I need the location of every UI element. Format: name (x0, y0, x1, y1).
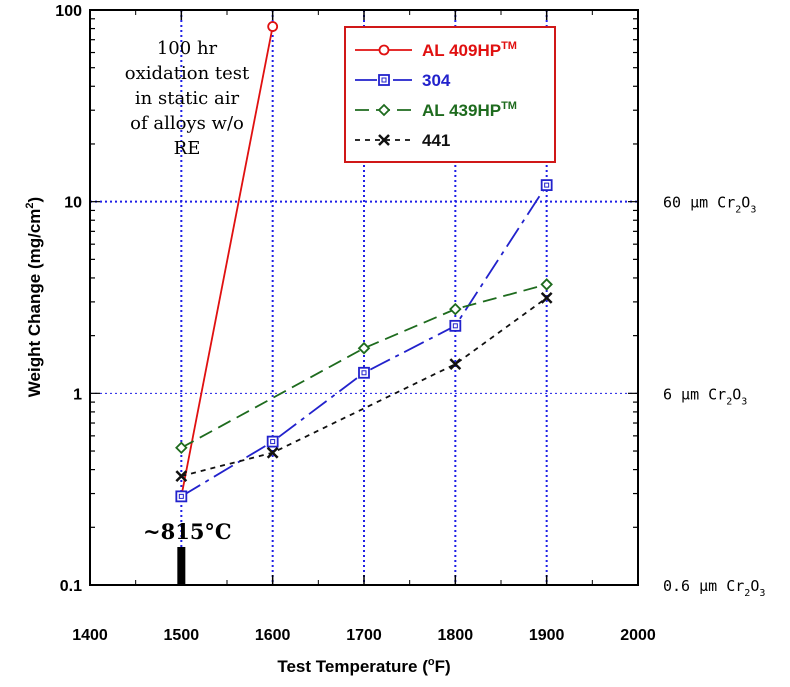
x-axis-title: Test Temperature (oF) (277, 656, 450, 676)
y-tick-labels: 0.1 1 10 100 (55, 3, 82, 595)
series-2-point-3 (540, 278, 553, 291)
y-tick-label-100: 100 (55, 3, 82, 20)
x-tick-label-1700: 1700 (346, 627, 382, 644)
series-0-point-1 (267, 21, 279, 32)
series-1-point-0 (175, 490, 188, 503)
right-label-2: 0.6 µm Cr2O3 (663, 577, 765, 599)
series-3 (175, 291, 553, 482)
annotation-line-0: 100 hr (157, 38, 218, 59)
series-2 (175, 278, 553, 455)
series-3-point-1-b (266, 446, 279, 459)
annotation-line-4: RE (174, 138, 201, 159)
series-line-2 (180, 283, 547, 449)
temperature-marker-bar (177, 547, 186, 585)
series-1-point-3 (449, 319, 462, 332)
x-tick-label-1800: 1800 (438, 627, 474, 644)
series-1 (175, 179, 553, 503)
right-label-1: 6 µm Cr2O3 (663, 385, 747, 407)
right-label-0: 60 µm Cr2O3 (663, 194, 756, 216)
series-1-point-1-inner (270, 439, 276, 445)
series-line-3 (181, 297, 548, 477)
annotation-text: 100 hr oxidation test in static air of allo… (125, 38, 250, 159)
series-1-point-2-inner (361, 370, 367, 376)
x-tick-label-1500: 1500 (164, 627, 200, 644)
y-axis-title: Weight Change (mg/cm2) (24, 197, 44, 397)
legend-label-1: 304 (422, 71, 451, 90)
legend: AL 409HPTM 304 AL 439HPTM 441 (344, 26, 556, 163)
series-2-point-0 (175, 441, 188, 455)
series-1-point-4-inner (544, 182, 550, 188)
legend-label-0: AL 409HPTM (422, 40, 517, 60)
series-2-point-1 (357, 341, 371, 355)
series-1-point-0-inner (178, 493, 184, 499)
temperature-marker-label: ~815°C (143, 519, 232, 544)
series-layer (175, 21, 553, 503)
y-tick-label-1: 1 (73, 386, 82, 403)
y-tick-label-10: 10 (64, 195, 82, 212)
x-tick-label-1600: 1600 (255, 627, 291, 644)
legend-marker-0 (378, 44, 390, 56)
annotation-line-2: in static air (135, 88, 240, 109)
legend-label-2: AL 439HPTM (422, 100, 517, 120)
annotation-line-1: oxidation test (125, 63, 250, 84)
tick-marks (89, 10, 639, 586)
series-1-point-2 (358, 366, 370, 379)
x-tick-label-2000: 2000 (620, 627, 656, 644)
legend-marker-1-inner (381, 77, 387, 83)
series-3-point-3-b (540, 291, 553, 304)
x-tick-labels: 1400 1500 1600 1700 1800 1900 2000 (72, 627, 656, 644)
x-tick-label-1400: 1400 (72, 627, 108, 644)
legend-marker-2 (377, 103, 391, 117)
series-line-0 (180, 26, 274, 497)
y-tick-label-0.1: 0.1 (60, 578, 82, 595)
right-thickness-labels: 60 µm Cr2O3 6 µm Cr2O3 0.6 µm Cr2O3 (663, 194, 765, 599)
series-3-point-2-b (449, 358, 462, 371)
legend-label-3: 441 (422, 131, 450, 150)
series-1-point-1 (266, 435, 279, 448)
series-3-point-0-b (175, 470, 188, 482)
series-1-point-4 (540, 179, 553, 192)
legend-marker-3-b (378, 134, 390, 146)
legend-marker-1 (378, 74, 390, 86)
series-2-point-2 (449, 302, 462, 316)
series-1-point-3-inner (452, 323, 458, 329)
x-tick-label-1900: 1900 (529, 627, 565, 644)
annotation-line-3: of alloys w/o (130, 113, 244, 134)
